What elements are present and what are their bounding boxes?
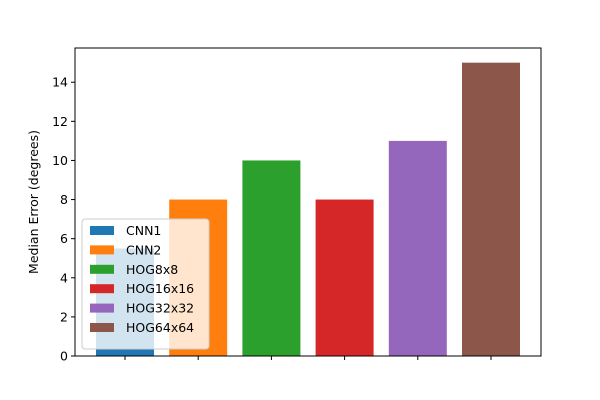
bar-hog64x64 xyxy=(462,62,520,357)
legend: CNN1 CNN2 HOG8x8 HOG16x16 HOG32x32 HOG64x64 xyxy=(81,218,210,350)
y-tick-label: 4 xyxy=(60,270,68,285)
legend-swatch xyxy=(90,245,114,255)
legend-label: CNN2 xyxy=(126,242,161,257)
legend-swatch xyxy=(90,323,114,332)
bar-hog32x32 xyxy=(388,140,447,356)
bars-group xyxy=(96,62,520,357)
legend-label: HOG32x32 xyxy=(126,301,194,316)
legend-swatch xyxy=(90,226,114,235)
y-tick-label: 2 xyxy=(60,309,68,324)
legend-label: CNN1 xyxy=(126,223,161,238)
bar-hog8x8 xyxy=(242,160,301,356)
y-tick-label: 10 xyxy=(52,153,68,168)
y-tick-label: 0 xyxy=(60,349,68,364)
y-tick-label: 8 xyxy=(60,192,68,207)
y-tick-label: 6 xyxy=(60,231,68,246)
legend-label: HOG8x8 xyxy=(126,262,178,277)
legend-swatch xyxy=(90,284,114,294)
legend-swatch xyxy=(90,264,114,274)
legend-swatch xyxy=(90,303,114,313)
plot-frame xyxy=(74,47,542,357)
x-ticks-group xyxy=(124,356,492,360)
legend-label: HOG16x16 xyxy=(126,281,194,296)
y-tick-label: 14 xyxy=(52,75,68,90)
y-tick-label: 12 xyxy=(52,114,68,129)
y-axis-label: Median Error (degrees) xyxy=(26,130,41,274)
y-ticks-group: 0 2 4 6 8 10 12 14 xyxy=(52,75,75,364)
bar-hog16x16 xyxy=(315,199,374,356)
legend-label: HOG64x64 xyxy=(126,320,194,335)
